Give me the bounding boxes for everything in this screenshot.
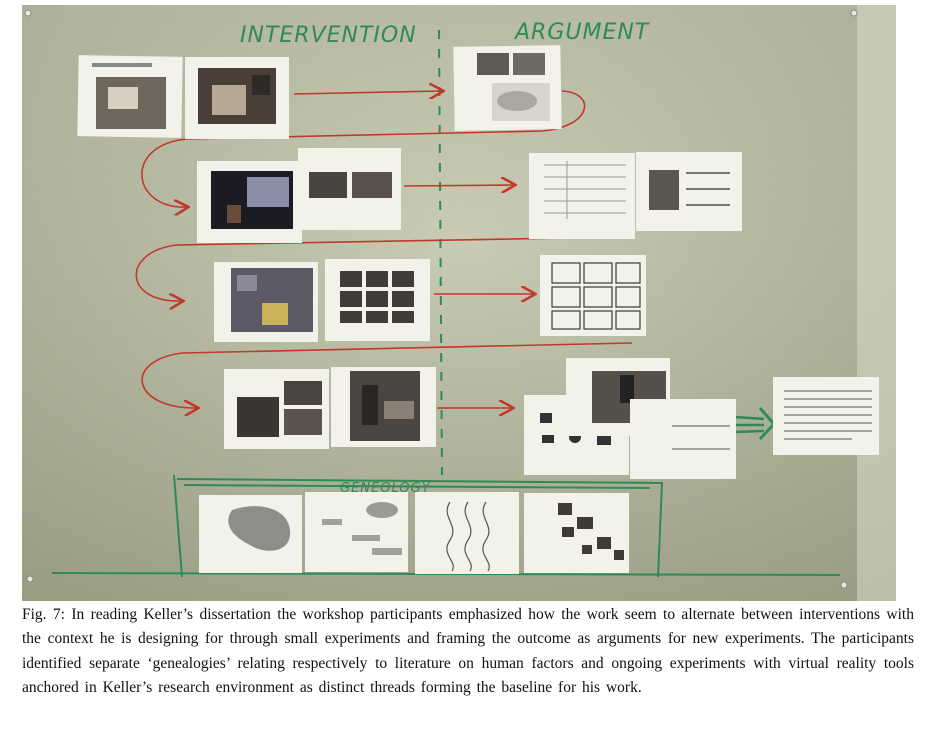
page-genealogy-c [415,492,519,574]
page-r2-argument-b [636,152,742,231]
page-r1-b [185,57,289,139]
page-genealogy-a [199,495,302,573]
figure-caption: Fig. 7: In reading Keller’s dissertation… [22,606,914,697]
wall-edge [857,5,896,601]
heading-argument: ARGUMENT [513,20,650,45]
page-r4-b [331,367,436,447]
page-r1-argument [453,45,562,131]
page-r2-a [197,161,302,243]
page-r4-a [224,369,329,449]
timeline-arrows [135,91,633,408]
page-r3-b [325,259,430,341]
page-genealogy-b [305,492,408,572]
page-final-text [773,377,879,455]
wall-photo-drawing: INTERVENTION ARGUMENT GENEOL [22,5,896,601]
page-r2-b [298,148,401,230]
page-r1-a [77,55,183,138]
wall-photo: INTERVENTION ARGUMENT GENEOL [22,5,896,601]
page-r3-a [214,262,318,342]
page-r2-argument-a [529,153,635,239]
page-genealogy-d [524,493,629,573]
wall-pins [24,9,858,589]
heading-intervention: INTERVENTION [240,23,417,48]
page-r4-argument-c [630,399,736,479]
page-r3-argument [540,255,646,336]
